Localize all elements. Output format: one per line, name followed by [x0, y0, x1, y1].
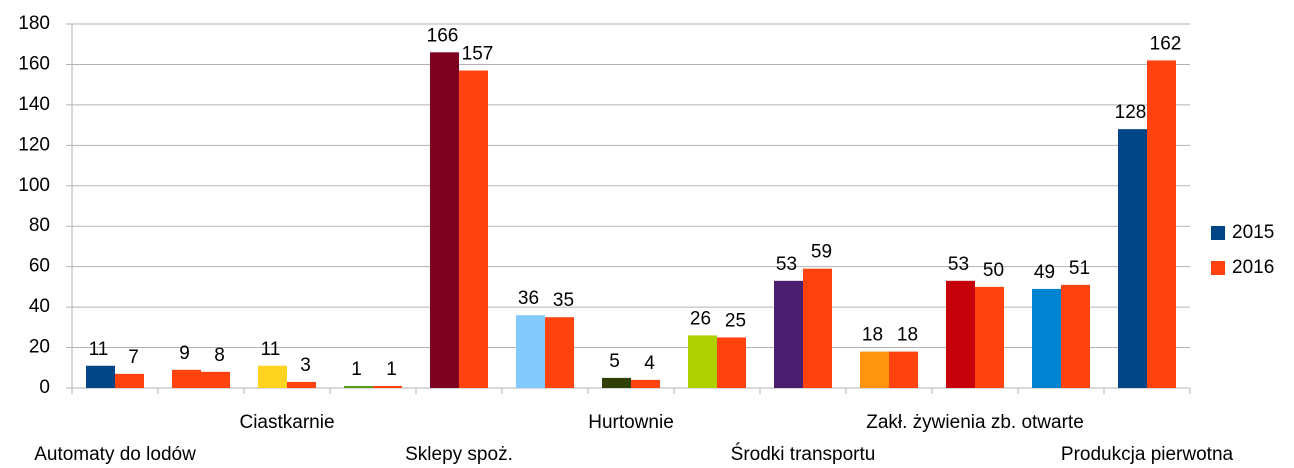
bar [1032, 288, 1061, 388]
x-tick-label: Zakł. żywienia zb. otwarte [866, 412, 1084, 433]
data-label: 1 [386, 359, 397, 380]
x-tick-label: Ciastkarnie [239, 412, 334, 433]
data-label: 166 [427, 25, 459, 46]
data-label: 18 [897, 325, 918, 346]
data-label: 162 [1150, 33, 1182, 54]
bar [430, 52, 459, 389]
bar [774, 280, 803, 388]
y-tick-label: 140 [18, 94, 50, 115]
bar [516, 315, 545, 388]
bar [860, 351, 889, 388]
data-label: 59 [811, 242, 832, 263]
bar [287, 381, 316, 388]
y-tick-label: 120 [18, 134, 50, 155]
bar [172, 369, 201, 388]
bar [946, 280, 975, 388]
legend-label: 2015 [1232, 222, 1274, 243]
data-label: 35 [553, 290, 574, 311]
data-label: 11 [261, 339, 281, 360]
bar [1147, 60, 1176, 389]
bar [86, 365, 115, 388]
y-tick-label: 100 [18, 175, 50, 196]
data-label: 9 [179, 343, 190, 364]
data-label: 128 [1115, 102, 1147, 123]
y-tick-label: 20 [29, 337, 50, 358]
y-tick-label: 160 [18, 53, 50, 74]
legend-swatch [1211, 226, 1225, 240]
legend-swatch [1211, 261, 1225, 275]
x-tick-label: Produkcja pierwotna [1061, 444, 1234, 465]
bar [115, 373, 144, 388]
bar [258, 365, 287, 388]
data-label: 53 [948, 254, 969, 275]
data-label: 26 [690, 308, 711, 329]
bar [717, 337, 746, 388]
bar [631, 379, 660, 388]
bar [545, 317, 574, 388]
data-label: 5 [609, 351, 620, 372]
bar [975, 286, 1004, 388]
y-tick-label: 0 [39, 377, 50, 398]
data-label: 25 [725, 310, 746, 331]
bar [373, 385, 402, 388]
bar [602, 377, 631, 388]
x-tick-label: Sklepy spoż. [405, 444, 513, 465]
data-label: 8 [214, 345, 225, 366]
bar [459, 70, 488, 388]
x-tick-label: Automaty do lodów [34, 444, 196, 465]
data-label: 53 [776, 254, 797, 275]
legend-label: 2016 [1232, 257, 1274, 278]
data-label: 49 [1034, 262, 1055, 283]
bar [803, 268, 832, 388]
data-label: 7 [128, 347, 139, 368]
bar [889, 351, 918, 388]
y-tick-label: 180 [18, 13, 50, 34]
data-label: 1 [351, 359, 362, 380]
data-label: 11 [89, 339, 109, 360]
data-label: 51 [1069, 258, 1090, 279]
data-label: 3 [300, 355, 311, 376]
bar [201, 371, 230, 388]
x-tick-label: Hurtownie [588, 412, 674, 433]
data-label: 50 [983, 260, 1004, 281]
data-label: 4 [644, 353, 655, 374]
y-tick-label: 80 [29, 215, 50, 236]
y-tick-label: 60 [29, 256, 50, 277]
y-tick-label: 40 [29, 296, 50, 317]
data-label: 36 [518, 288, 539, 309]
data-label: 18 [862, 325, 883, 346]
x-tick-label: Środki transportu [731, 443, 876, 465]
bar [688, 335, 717, 388]
bar [344, 385, 373, 388]
bar [1061, 284, 1090, 388]
data-label: 157 [462, 44, 494, 65]
bar [1118, 129, 1147, 388]
